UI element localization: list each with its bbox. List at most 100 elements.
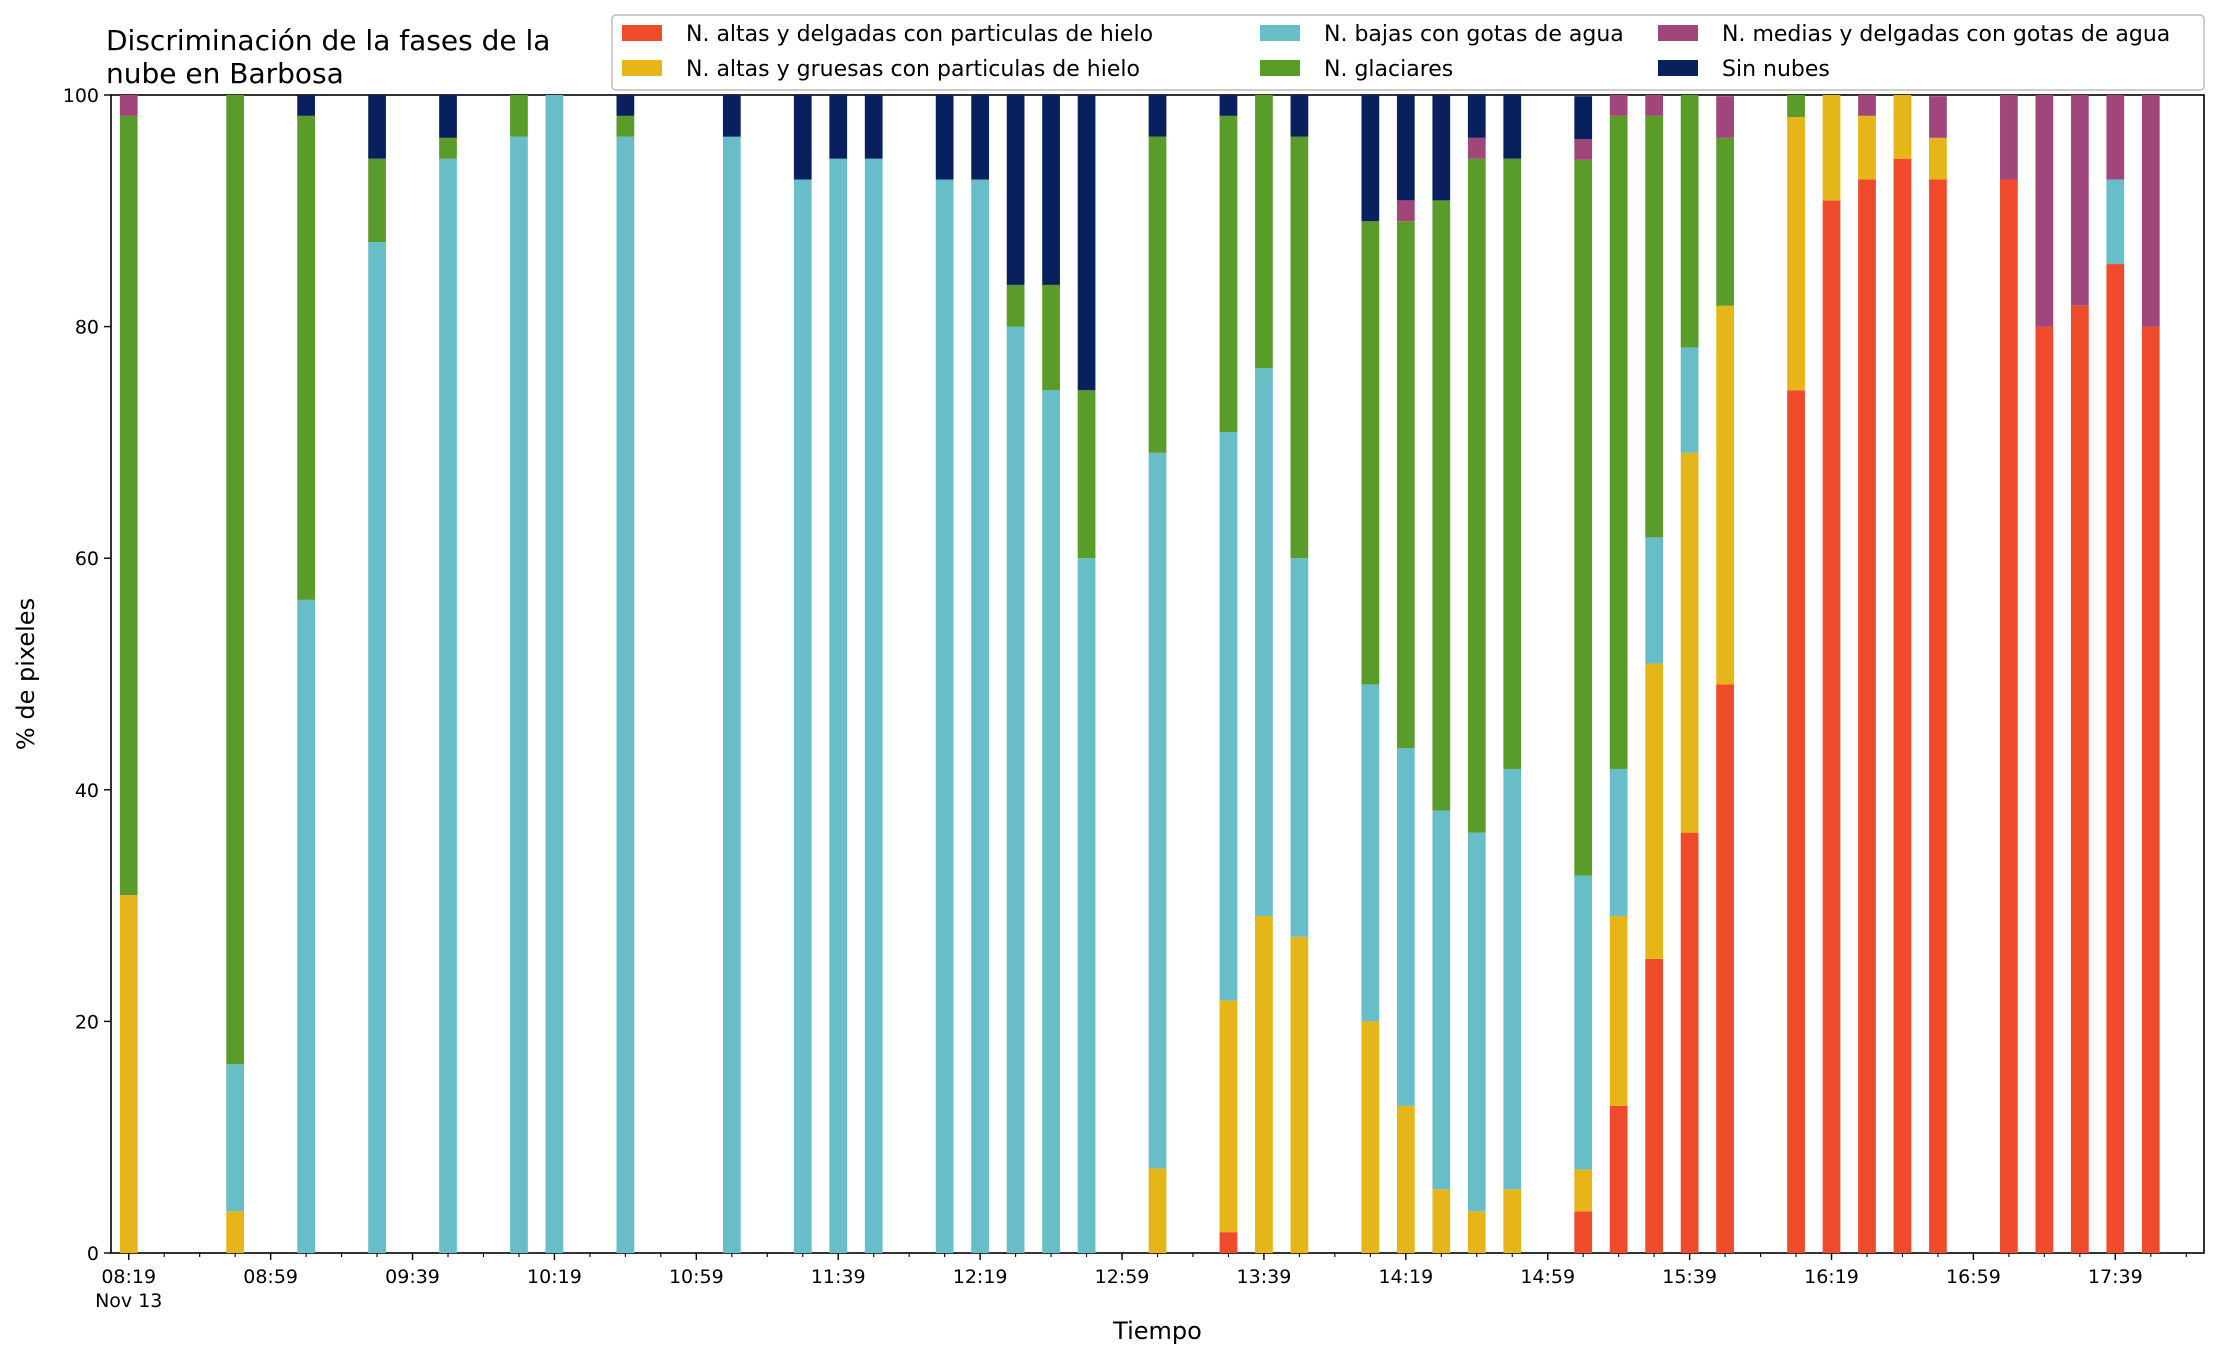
bar-segment xyxy=(1006,95,1025,285)
bar-segment xyxy=(1290,936,1309,1253)
bar-segment xyxy=(2106,179,2125,265)
bar-segment xyxy=(1645,958,1664,1253)
x-tick-label: 17:39 xyxy=(2088,1266,2143,1288)
bar-segment xyxy=(1219,1232,1238,1253)
bar-segment xyxy=(722,95,741,137)
bar-segment xyxy=(1467,1211,1486,1253)
bar-segment xyxy=(1006,284,1025,327)
bar-segment xyxy=(226,1211,245,1253)
bar-segment xyxy=(1929,179,1947,1253)
bar-segment xyxy=(1574,875,1593,1170)
bar-segment xyxy=(368,242,386,1253)
bar-segment xyxy=(1361,1021,1380,1253)
bar-segment xyxy=(1148,452,1167,1169)
x-tick-label: 12:19 xyxy=(953,1266,1008,1288)
bar-segment xyxy=(1609,768,1628,917)
bar-segment xyxy=(1574,1169,1593,1212)
bar-segment xyxy=(829,95,848,159)
legend-label: N. altas y delgadas con particulas de hi… xyxy=(686,22,1153,47)
bar-segment xyxy=(2141,95,2160,327)
legend-swatch xyxy=(622,60,662,76)
bar-segment xyxy=(439,137,457,159)
bar-segment xyxy=(1680,95,1699,348)
bar-segment xyxy=(1219,1000,1238,1233)
bar-segment xyxy=(1290,136,1309,559)
bar-segment xyxy=(864,158,883,1254)
legend-label: N. medias y delgadas con gotas de agua xyxy=(1722,22,2170,47)
bar-segment xyxy=(1716,137,1734,306)
bar-segment xyxy=(1290,95,1309,137)
bar-segment xyxy=(722,136,741,1254)
bar-segment xyxy=(793,179,812,1253)
bar-segment xyxy=(1503,768,1522,1190)
bar-segment xyxy=(1219,431,1238,1001)
bar-segment xyxy=(1609,95,1628,116)
bar-segment xyxy=(1716,305,1734,685)
bar-segment xyxy=(1467,137,1486,159)
bar-segment xyxy=(119,115,138,896)
bar-segment xyxy=(545,95,564,1253)
bar-segment xyxy=(1645,115,1664,538)
bar-segment xyxy=(1077,390,1096,559)
y-axis-label: % de pixeles xyxy=(12,598,40,750)
bar-segment xyxy=(1787,390,1805,1253)
bar-segment xyxy=(1432,200,1451,811)
bar-segment xyxy=(510,136,528,1254)
bar-segment xyxy=(616,136,635,1254)
bar-segment xyxy=(1148,136,1167,453)
legend-label: N. bajas con gotas de agua xyxy=(1324,22,1624,47)
bar-segment xyxy=(1432,810,1451,1190)
x-tick-label: 08:19 xyxy=(101,1266,156,1288)
x-tick-label: 16:19 xyxy=(1804,1266,1859,1288)
x-tick-label: 11:39 xyxy=(811,1266,866,1288)
bar-segment xyxy=(2000,179,2018,1253)
bar-segment xyxy=(2070,305,2089,1253)
x-tick-sublabel: Nov 13 xyxy=(95,1290,162,1312)
bar-segment xyxy=(1148,95,1167,137)
x-tick-label: 09:39 xyxy=(385,1266,440,1288)
y-tick-label: 20 xyxy=(75,1011,99,1033)
bar-segment xyxy=(1148,1168,1167,1253)
bar-segment xyxy=(1467,95,1486,138)
bar-segment xyxy=(1609,115,1628,769)
bar-segment xyxy=(1787,95,1805,117)
x-tick-label: 10:19 xyxy=(527,1266,582,1288)
bar-segment xyxy=(1858,179,1876,1253)
y-tick-label: 0 xyxy=(87,1243,99,1265)
bar-segment xyxy=(1929,137,1947,180)
legend: N. altas y delgadas con particulas de hi… xyxy=(611,14,2205,91)
bar-segment xyxy=(1361,684,1380,1022)
bar-segment xyxy=(1929,96,1947,138)
bar-segment xyxy=(297,115,315,600)
bar-segment xyxy=(1574,139,1593,160)
bar-segment xyxy=(1680,347,1699,453)
bar-segment xyxy=(119,895,138,1253)
bar-segment xyxy=(1361,221,1380,685)
bar-segment xyxy=(616,115,635,137)
bar-segment xyxy=(2000,95,2018,180)
bar-segment xyxy=(1716,684,1734,1253)
x-tick-label: 14:19 xyxy=(1378,1266,1433,1288)
bar-segment xyxy=(1042,390,1060,1253)
chart-title-text: Discriminación de la fases de la nube en … xyxy=(106,24,550,90)
legend-label: N. altas y gruesas con particulas de hie… xyxy=(686,57,1140,82)
legend-frame xyxy=(611,14,2205,91)
legend-swatch xyxy=(622,25,662,41)
legend-swatch xyxy=(1658,60,1698,76)
bar-segment xyxy=(2106,264,2125,1253)
bar-segment xyxy=(1503,95,1522,159)
bar-segment xyxy=(226,1064,245,1212)
bar-segment xyxy=(297,599,315,1253)
bar-segment xyxy=(1822,95,1841,201)
bar-segment xyxy=(1503,1189,1522,1253)
bar-segment xyxy=(935,95,954,180)
legend-swatch xyxy=(1260,60,1300,76)
bar-segment xyxy=(1680,832,1699,1253)
x-axis-label: Tiempo xyxy=(1112,1317,1202,1345)
y-tick-label: 80 xyxy=(75,317,99,339)
bar-segment xyxy=(971,95,989,180)
bar-segment xyxy=(1893,158,1912,1254)
bar-segment xyxy=(1574,159,1593,876)
